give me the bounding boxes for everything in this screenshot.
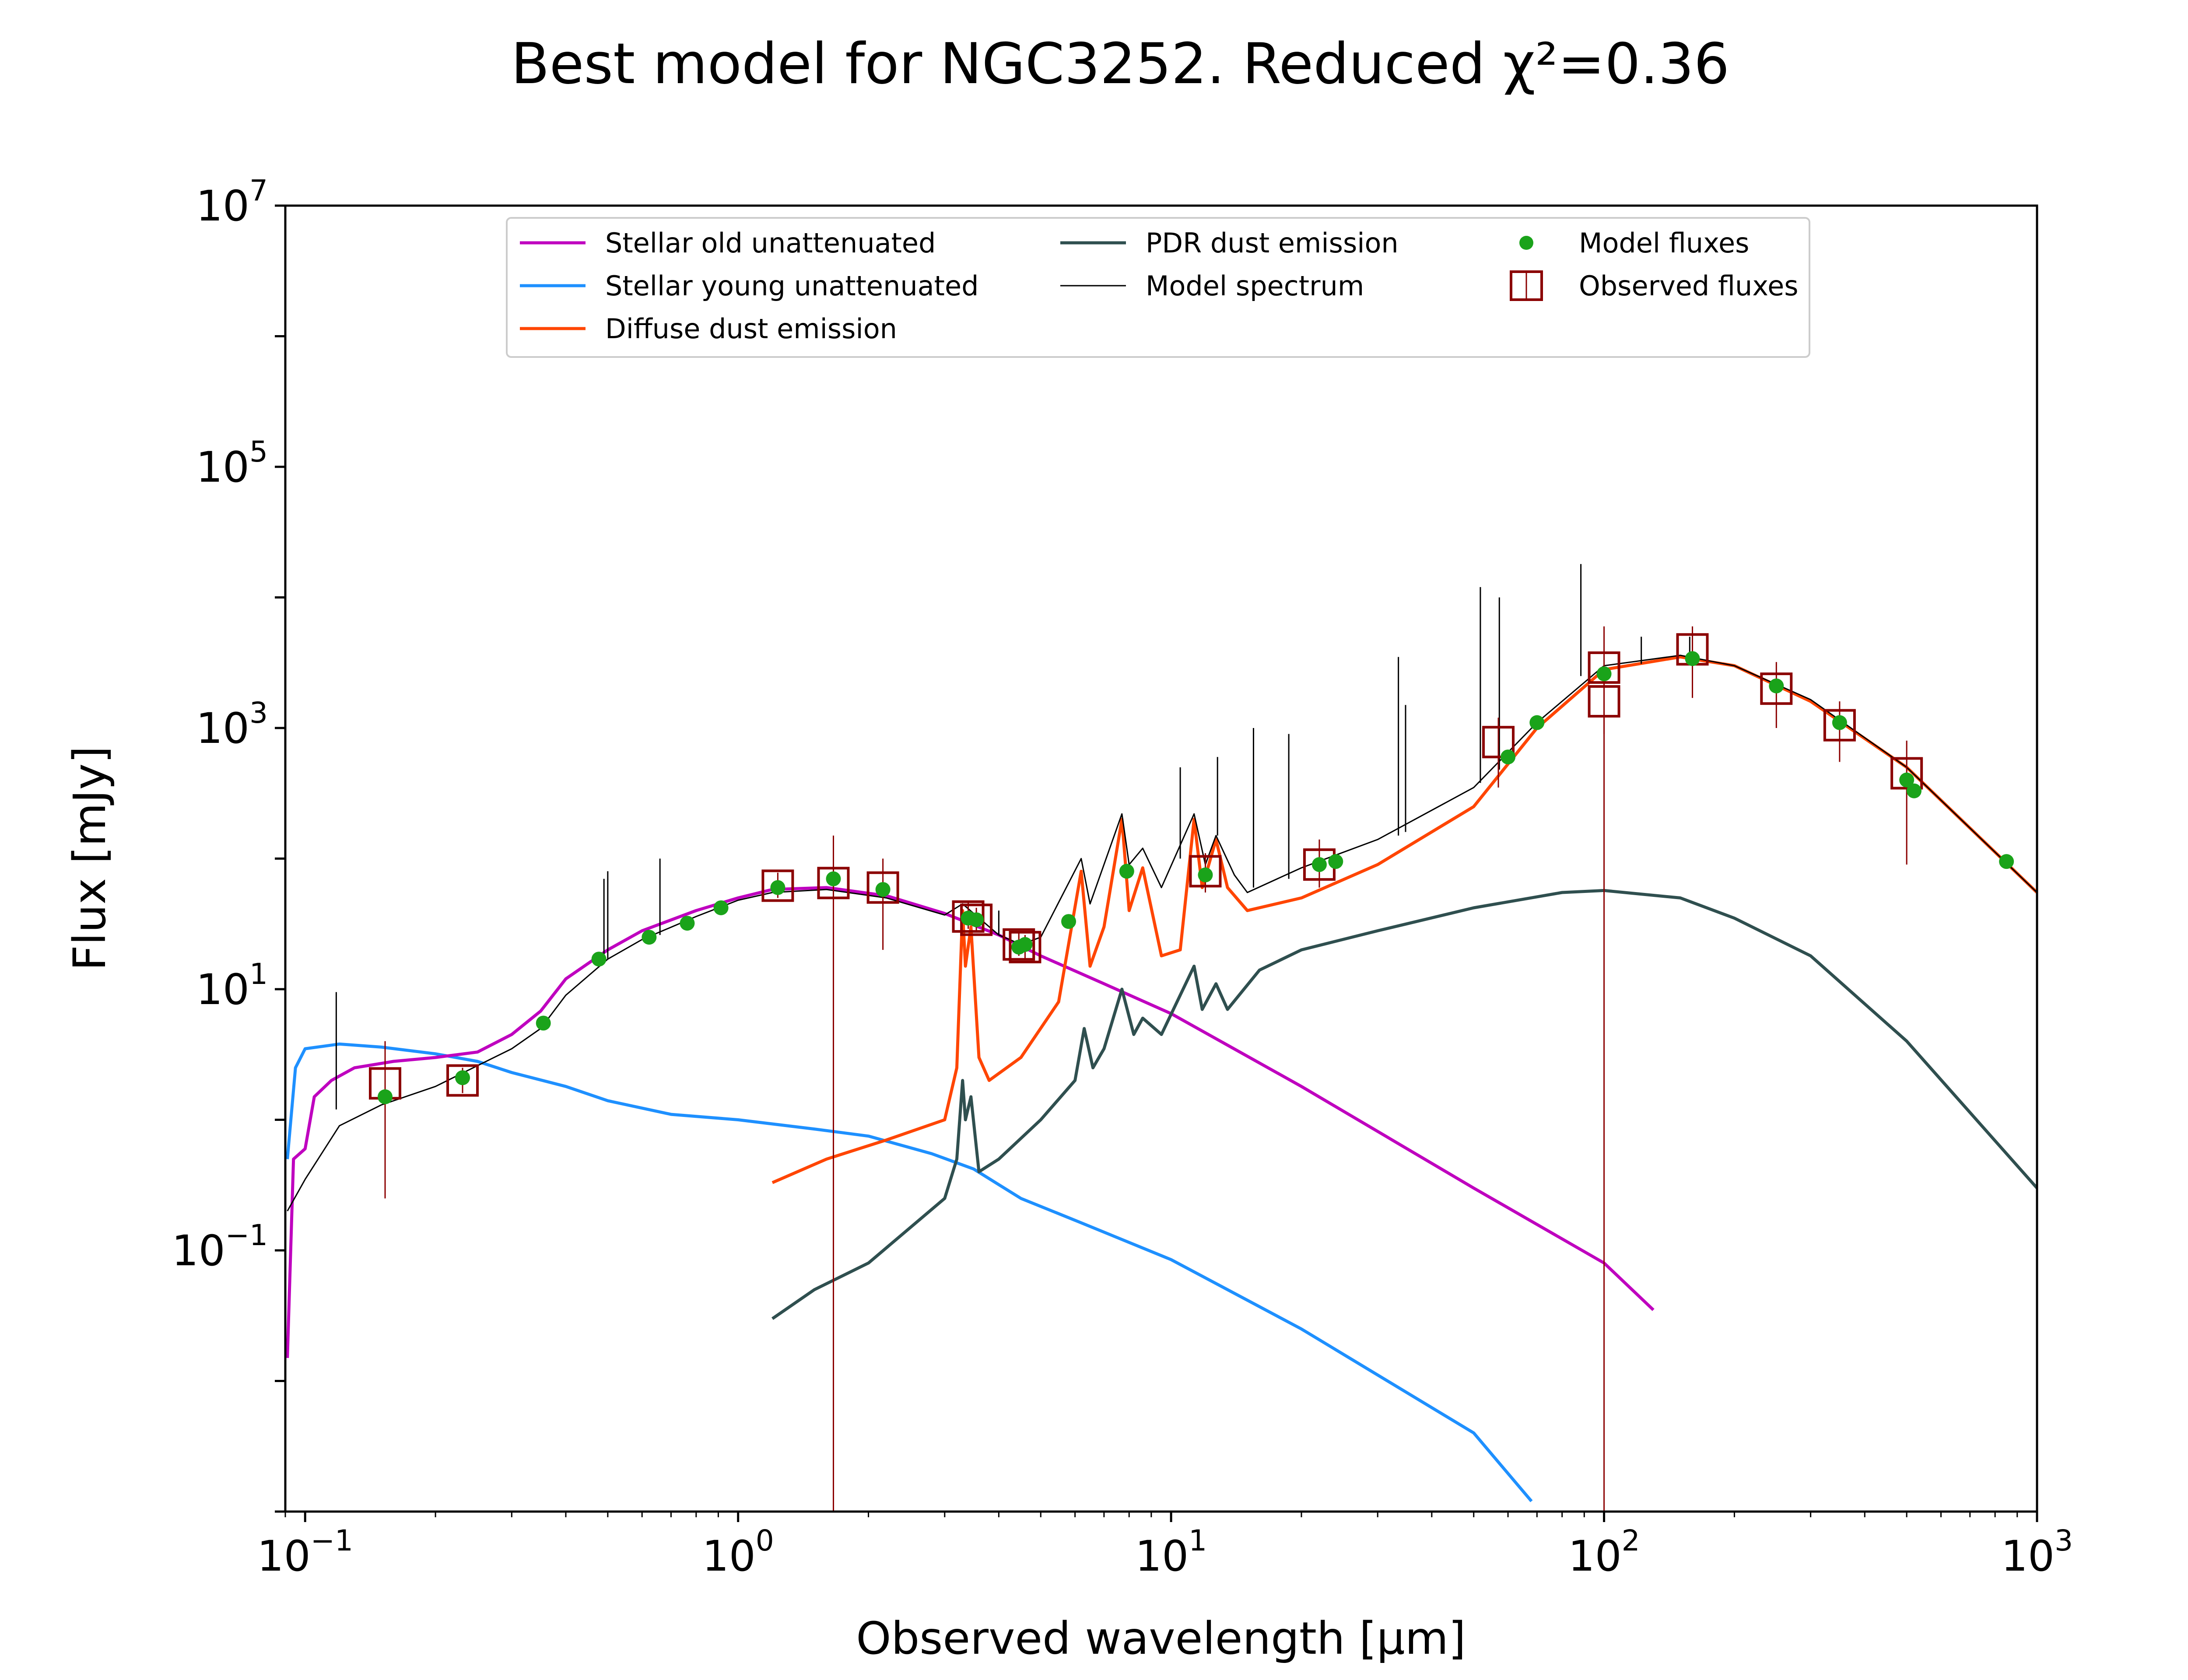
y-tick-label: 105: [196, 435, 268, 492]
model-flux-point: [1017, 937, 1033, 952]
plot-area: [286, 564, 2037, 1512]
observed-flux-marker: [1009, 931, 1041, 963]
observed-flux-marker: [1482, 726, 1515, 759]
model-flux-point: [536, 1015, 551, 1031]
model-flux-point: [591, 952, 607, 967]
model-flux-point: [1119, 864, 1134, 879]
model-flux-point: [1198, 867, 1213, 882]
x-tick-label: 100: [702, 1524, 774, 1581]
legend-swatch-model-fluxes: [1519, 236, 1533, 250]
y-tick-label: 101: [196, 957, 268, 1014]
model-spectrum-spikes: [335, 564, 1690, 1110]
legend-label-model-fluxes: Model fluxes: [1579, 227, 1749, 259]
legend-label-model: Model spectrum: [1146, 270, 1364, 302]
y-tick-label: 10−1: [172, 1218, 268, 1275]
series-layer: [286, 654, 2037, 1502]
model-flux-point: [875, 882, 891, 897]
model-flux-point: [455, 1070, 470, 1085]
legend-label-stellar-old: Stellar old unattenuated: [605, 227, 936, 259]
y-tick-label: 103: [196, 696, 268, 753]
observed-flux-marker: [1890, 757, 1923, 790]
observed-flux-marker: [446, 1064, 479, 1097]
observed-fluxes-layer: [369, 633, 1923, 1100]
observed-flux-marker: [1003, 928, 1035, 961]
y-tick-label: 107: [196, 174, 268, 231]
x-tick-label: 101: [1135, 1524, 1207, 1581]
legend-box: [506, 217, 1810, 358]
axes-layer: 10−1 100 101 102 103 10−1 101 103 105 107: [172, 174, 2073, 1581]
model-flux-point: [1529, 715, 1545, 730]
x-tick-label: 102: [1568, 1524, 1640, 1581]
chart-title: Best model for NGC3252. Reduced χ²=0.36: [511, 32, 1729, 97]
observed-flux-marker: [866, 871, 899, 904]
observed-flux-marker: [1760, 672, 1793, 705]
observed-flux-marker: [817, 867, 850, 900]
series-pdr-line: [771, 889, 2037, 1320]
model-flux-point: [378, 1089, 393, 1104]
observed-flux-marker: [1189, 855, 1222, 888]
errorbar-layer: [384, 626, 1907, 1512]
model-flux-point: [1899, 772, 1914, 788]
model-flux-point: [969, 912, 984, 928]
legend: Stellar old unattenuated Stellar young un…: [506, 217, 1810, 358]
model-flux-point: [1328, 854, 1343, 869]
observed-flux-marker: [761, 869, 794, 902]
model-flux-point: [1596, 666, 1612, 682]
observed-flux-marker: [1588, 651, 1620, 684]
observed-flux-marker: [1823, 709, 1856, 742]
model-flux-point: [713, 900, 729, 915]
series-diffuse-line: [771, 655, 2037, 1184]
model-fluxes-layer: [378, 651, 2014, 1104]
observed-flux-marker: [952, 900, 985, 933]
legend-label-diffuse: Diffuse dust emission: [605, 313, 897, 345]
model-flux-point: [680, 916, 695, 931]
model-flux-point: [826, 871, 841, 886]
observed-flux-marker: [1588, 685, 1620, 718]
legend-label-observed: Observed fluxes: [1579, 270, 1799, 302]
model-flux-point: [642, 930, 657, 945]
model-flux-point: [770, 880, 785, 895]
model-flux-point: [1999, 854, 2014, 869]
model-flux-point: [1769, 678, 1784, 693]
model-flux-point: [1501, 749, 1516, 765]
model-flux-point: [1832, 715, 1847, 730]
legend-swatch-observed-fluxes: [1510, 270, 1543, 301]
legend-label-stellar-young: Stellar young unattenuated: [605, 270, 978, 302]
x-axis-label: Observed wavelength [μm]: [856, 1613, 1466, 1665]
model-flux-point: [1311, 857, 1327, 872]
series-model-line: [287, 654, 2037, 1211]
x-tick-label: 103: [2001, 1524, 2073, 1581]
series-stellar-old-line: [286, 886, 1655, 1358]
model-flux-point: [1907, 783, 1922, 798]
model-flux-point: [1685, 651, 1700, 666]
y-axis-label: Flux [mJy]: [64, 746, 116, 971]
x-tick-label: 10−1: [257, 1524, 353, 1581]
legend-label-pdr: PDR dust emission: [1146, 227, 1399, 259]
series-stellar-young-line: [286, 1042, 1533, 1502]
model-flux-point: [1061, 914, 1076, 929]
